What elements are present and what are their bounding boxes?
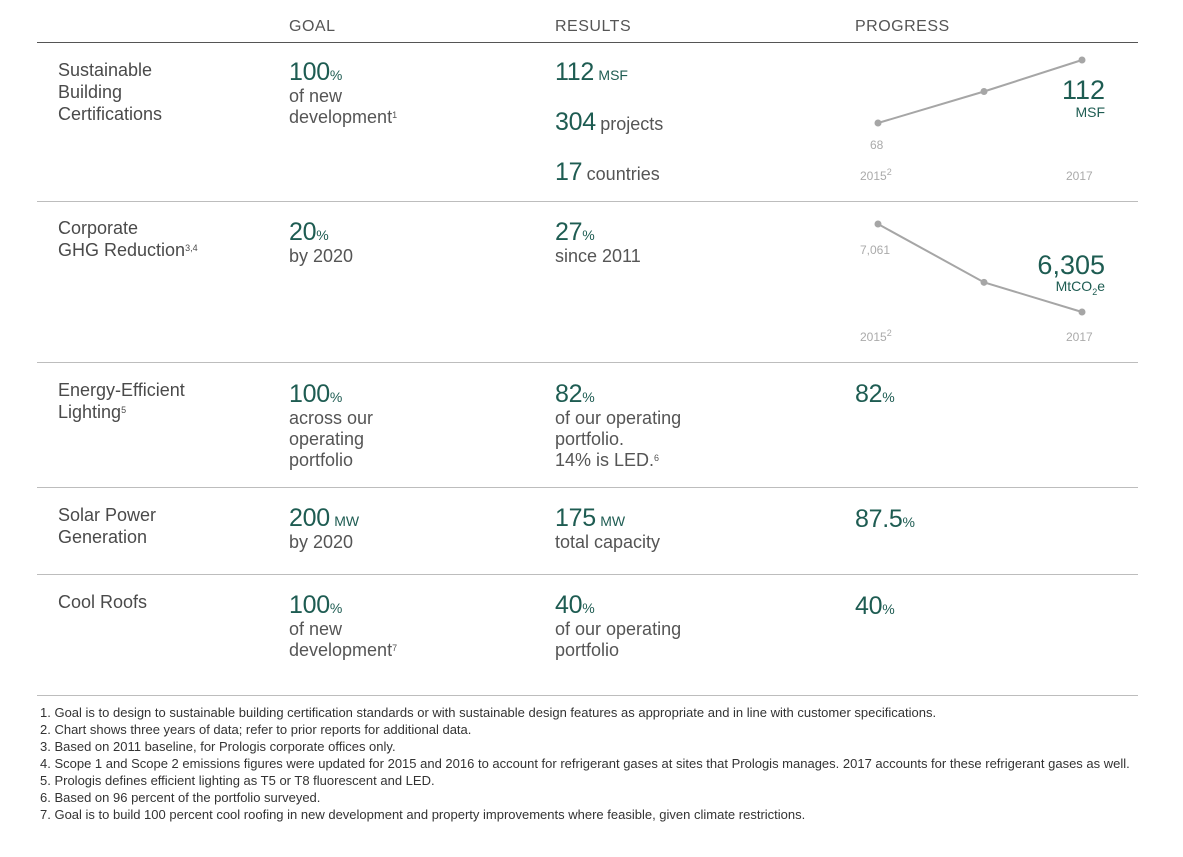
goal-header: GOAL <box>289 18 336 35</box>
footnotes-divider <box>37 695 1138 696</box>
row-divider-4 <box>37 574 1138 575</box>
certifications-chart-unit: MSF <box>1075 104 1105 120</box>
footnote-5: 5. Prologis defines efficient lighting a… <box>40 773 435 788</box>
ghg-progress-chart <box>874 220 1086 316</box>
goal-lighting: 100% across our operating portfolio <box>289 380 374 470</box>
certifications-x-tick-end: 2017 <box>1066 169 1093 183</box>
certifications-start-value-label: 68 <box>870 138 884 152</box>
results-solar: 175 MW total capacity <box>555 504 661 552</box>
row-label-certifications: Sustainable Building Certifications <box>58 60 163 124</box>
certifications-x-tick-start: 20152 <box>860 167 892 183</box>
progress-lighting: 82% <box>855 380 895 408</box>
ghg-point-2015 <box>874 220 882 228</box>
goal-solar: 200 MW by 2020 <box>289 504 360 552</box>
results-header: RESULTS <box>555 18 632 35</box>
results-certifications-countries: 17 countries <box>555 158 660 186</box>
ghg-x-tick-start: 20152 <box>860 328 892 344</box>
certifications-point-2016 <box>980 88 988 95</box>
goal-ghg: 20% by 2020 <box>289 218 354 266</box>
ghg-chart-value: 6,305 <box>1037 250 1105 280</box>
footnote-1: 1. Goal is to design to sustainable buil… <box>40 705 937 720</box>
footnote-7: 7. Goal is to build 100 percent cool roo… <box>40 807 806 822</box>
results-certifications-msf: 112 MSF <box>555 58 628 86</box>
header-divider <box>37 42 1138 43</box>
row-divider-2 <box>37 362 1138 363</box>
results-certifications-projects: 304 projects <box>555 108 664 136</box>
goal-certifications: 100% of new development1 <box>289 58 398 127</box>
footnote-2: 2. Chart shows three years of data; refe… <box>40 722 472 737</box>
ghg-point-2016 <box>980 278 988 286</box>
certifications-point-2015 <box>874 119 882 127</box>
footnote-4: 4. Scope 1 and Scope 2 emissions figures… <box>40 756 1130 771</box>
progress-solar: 87.5% <box>855 505 915 533</box>
certifications-chart-value: 112 <box>1061 75 1105 105</box>
row-divider-1 <box>37 201 1138 202</box>
results-roofs: 40% of our operating portfolio <box>555 591 682 660</box>
progress-roofs: 40% <box>855 592 895 620</box>
goal-roofs: 100% of new development7 <box>289 591 398 660</box>
certifications-point-2017 <box>1078 56 1086 64</box>
footnote-6: 6. Based on 96 percent of the portfolio … <box>40 790 321 805</box>
row-label-solar: Solar Power Generation <box>58 505 157 547</box>
row-label-ghg: Corporate GHG Reduction3,4 <box>58 218 198 260</box>
footnotes: 1. Goal is to design to sustainable buil… <box>40 704 1140 823</box>
progress-header: PROGRESS <box>855 18 950 35</box>
certifications-progress-chart <box>874 56 1086 127</box>
row-label-lighting: Energy-Efficient Lighting5 <box>58 380 185 422</box>
footnote-3: 3. Based on 2011 baseline, for Prologis … <box>40 739 396 754</box>
ghg-start-value-label: 7,061 <box>860 243 891 257</box>
results-ghg: 27% since 2011 <box>555 218 641 266</box>
row-divider-3 <box>37 487 1138 488</box>
results-lighting: 82% of our operating portfolio. 14% is L… <box>555 380 682 470</box>
ghg-x-tick-end: 2017 <box>1066 330 1093 344</box>
row-label-roofs: Cool Roofs <box>58 592 148 612</box>
ghg-chart-unit: MtCO2e <box>1055 278 1105 297</box>
ghg-point-2017 <box>1078 308 1086 316</box>
